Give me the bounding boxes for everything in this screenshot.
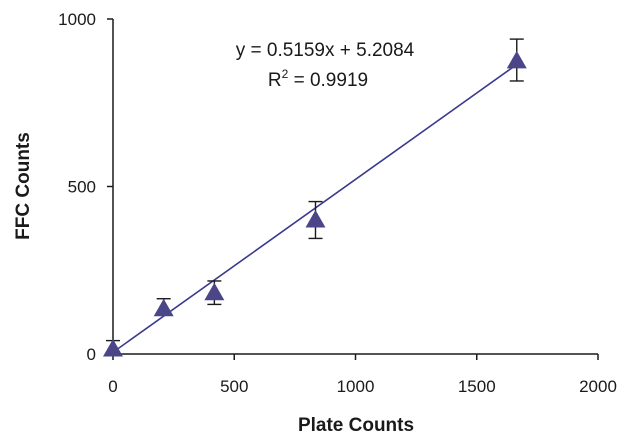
r-squared-label: R2 = 0.9919 [268, 67, 368, 91]
r-squared-superscript: 2 [282, 67, 289, 81]
data-point-triangle [305, 210, 326, 228]
y-tick-label: 1000 [58, 10, 96, 29]
data-markers [103, 50, 527, 357]
x-tick-label: 2000 [579, 377, 617, 396]
r-squared-value: = 0.9919 [288, 70, 368, 91]
data-point-triangle [204, 282, 225, 301]
x-tick-label: 500 [220, 377, 248, 396]
x-tick-label: 0 [108, 377, 117, 396]
data-point-triangle [153, 298, 174, 317]
r-squared-prefix: R [268, 70, 282, 91]
data-point-triangle [506, 50, 527, 69]
equation-label: y = 0.5159x + 5.2084 [236, 40, 415, 61]
tick-labels: 0 500 1000 0 500 1000 1500 2000 [58, 10, 617, 396]
data-point-triangle [103, 338, 123, 357]
x-tick-label: 1000 [337, 377, 375, 396]
y-axis-title: FFC Counts [13, 132, 34, 240]
y-tick-label: 500 [68, 178, 96, 197]
y-tick-label: 0 [87, 345, 96, 364]
x-tick-label: 1500 [458, 377, 496, 396]
x-axis-title: Plate Counts [298, 415, 414, 436]
